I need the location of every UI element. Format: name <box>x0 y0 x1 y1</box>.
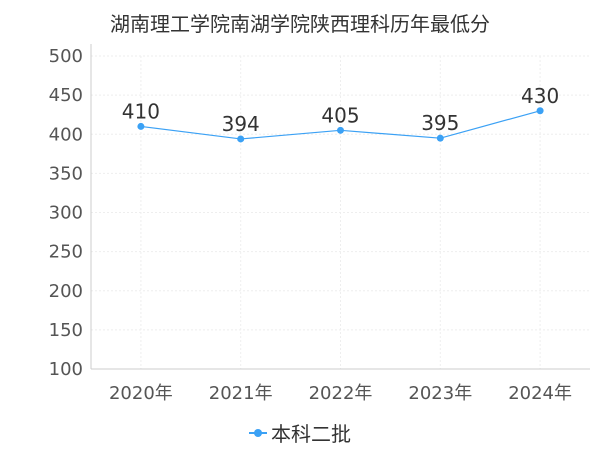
data-point <box>436 134 444 142</box>
data-label: 410 <box>122 99 160 123</box>
y-tick-label: 400 <box>49 124 83 145</box>
data-label: 395 <box>421 111 459 135</box>
y-tick-label: 450 <box>49 85 83 106</box>
axes <box>90 44 590 370</box>
data-point <box>536 107 544 115</box>
x-tick-label: 2021年 <box>209 383 273 404</box>
x-tick-label: 2022年 <box>309 383 373 404</box>
x-tick-label: 2023年 <box>408 383 472 404</box>
y-tick-label: 100 <box>49 359 83 380</box>
data-label: 430 <box>521 84 559 108</box>
data-point <box>137 122 145 130</box>
chart-title: 湖南理工学院南湖学院陕西理科历年最低分 <box>110 12 490 36</box>
x-tick-label: 2020年 <box>109 383 173 404</box>
legend[interactable]: 本科二批 <box>0 418 600 447</box>
data-point <box>237 135 245 143</box>
x-tick-labels: 2020年 2021年 2022年 2023年 2024年 <box>109 383 572 404</box>
y-tick-label: 250 <box>49 242 83 263</box>
legend-marker-icon <box>249 427 267 439</box>
legend-label: 本科二批 <box>271 422 351 446</box>
data-point <box>337 126 344 134</box>
y-tick-label: 200 <box>49 281 83 302</box>
x-tick-label: 2024年 <box>508 383 572 404</box>
data-label: 405 <box>321 103 359 127</box>
series-layer <box>137 107 544 143</box>
y-tick-labels: 100 150 200 250 300 350 400 450 500 <box>49 46 83 380</box>
y-tick-label: 500 <box>49 46 83 67</box>
y-tick-label: 150 <box>49 320 83 341</box>
data-label: 394 <box>222 112 260 136</box>
y-tick-label: 350 <box>49 163 83 184</box>
data-labels: 410 394 405 395 430 <box>122 84 559 136</box>
y-tick-label: 300 <box>49 203 83 224</box>
